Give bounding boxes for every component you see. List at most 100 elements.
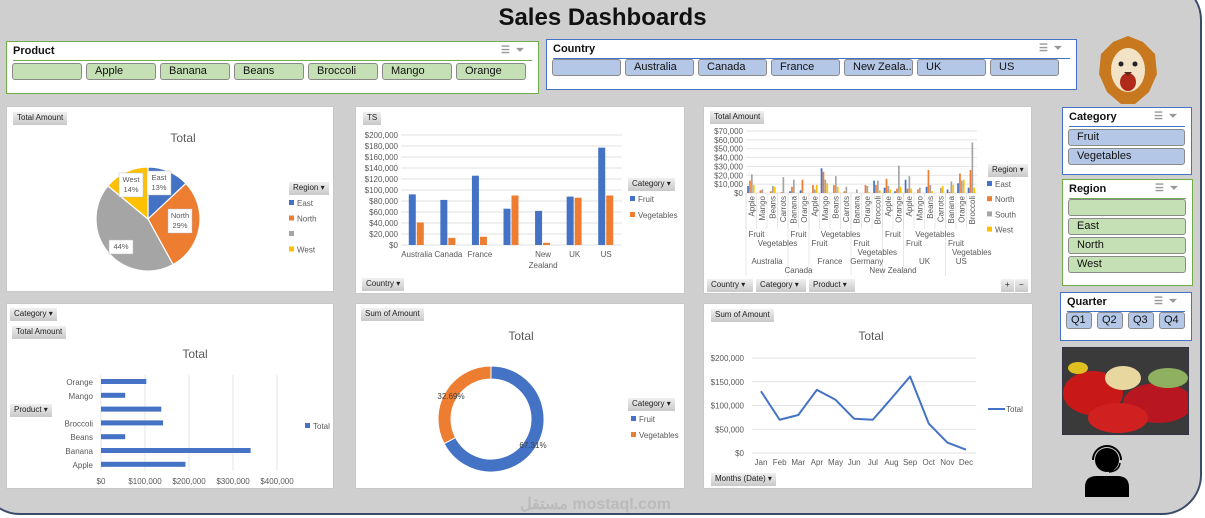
bar xyxy=(887,185,890,193)
category-tick-label: Vegetables xyxy=(857,248,897,257)
total-amount-field-button[interactable]: Total Amount xyxy=(13,112,68,125)
slicer-item-quarter[interactable]: Q4 xyxy=(1159,312,1185,329)
slicer-item-country[interactable]: Australia xyxy=(625,59,694,76)
category-filter-button[interactable]: Category ▾ xyxy=(628,398,675,411)
legend-swatch xyxy=(631,416,636,421)
multi-select-icon[interactable]: ☰ xyxy=(1154,111,1169,122)
lion-logo xyxy=(1099,36,1157,104)
slicer-item-country[interactable]: UK xyxy=(917,59,986,76)
bar xyxy=(868,192,871,193)
expand-field-button[interactable]: + xyxy=(1001,279,1014,292)
product-axis-button[interactable]: Product ▾ xyxy=(809,279,855,292)
slicer-item-product[interactable]: Banana xyxy=(160,63,230,80)
multi-select-icon[interactable]: ☰ xyxy=(1154,296,1169,307)
slicer-item-country[interactable]: New Zeala... xyxy=(844,59,913,76)
bar xyxy=(814,189,816,193)
legend-title: Region xyxy=(992,165,1018,174)
sum-of-amount-field-button[interactable]: Sum of Amount xyxy=(361,308,424,321)
slicer-item-category[interactable]: Vegetables xyxy=(1068,148,1185,165)
slicer-item-region[interactable]: West xyxy=(1068,256,1186,273)
country-axis-button[interactable]: Country ▾ xyxy=(707,279,753,292)
slicer-item-quarter[interactable]: Q3 xyxy=(1128,312,1154,329)
product-tick-label: Beans xyxy=(831,196,840,219)
product-tick-label: Orange xyxy=(800,195,809,222)
vegetables-photo xyxy=(1062,347,1189,435)
bar xyxy=(101,379,147,384)
slicer-item-product[interactable]: Beans xyxy=(234,63,304,80)
data-label: 29% xyxy=(172,221,187,230)
bar xyxy=(971,142,974,193)
clear-filter-icon[interactable]: ⏷ xyxy=(1170,183,1184,194)
y-tick-label: Banana xyxy=(65,447,93,456)
product-tick-label: Banana xyxy=(947,195,956,223)
category-tick-label: Fruit xyxy=(812,239,829,248)
bar xyxy=(752,185,755,193)
slicer-item-quarter[interactable]: Q2 xyxy=(1097,312,1123,329)
bar xyxy=(940,187,942,193)
ts-field-button[interactable]: TS xyxy=(363,112,382,125)
x-tick-label: US xyxy=(601,250,612,259)
x-tick-label: $400,000 xyxy=(260,477,294,486)
slicer-item-quarter[interactable]: Q1 xyxy=(1066,312,1092,329)
product-tick-label: Mango xyxy=(915,195,924,220)
slicer-item-product[interactable]: Apple xyxy=(86,63,156,80)
x-tick-label: Feb xyxy=(773,458,787,467)
total-amount-field-button[interactable]: Total Amount xyxy=(710,111,765,124)
clear-filter-icon[interactable]: ⏷ xyxy=(516,45,530,56)
product-slicer: Product ☰⏷ Apple Banana Beans Broccoli Mango O… xyxy=(6,41,539,94)
multi-select-icon[interactable]: ☰ xyxy=(1039,43,1054,54)
y-tick-label: $150,000 xyxy=(711,378,745,387)
bar xyxy=(908,176,911,193)
support-agent-icon[interactable] xyxy=(1083,443,1131,498)
bar xyxy=(751,174,753,193)
slicer-item-product[interactable]: Orange xyxy=(456,63,526,80)
category-slicer: Category ☰⏷ Fruit Vegetables xyxy=(1062,107,1192,175)
slicer-title: Product xyxy=(13,45,55,57)
product-axis-button[interactable]: Product ▾ xyxy=(10,404,52,417)
multi-select-icon[interactable]: ☰ xyxy=(1155,183,1170,194)
slicer-item-product[interactable]: Mango xyxy=(382,63,452,80)
bar xyxy=(770,191,772,193)
country-axis-button[interactable]: Country ▾ xyxy=(362,278,405,291)
bar xyxy=(772,185,774,193)
bar xyxy=(822,171,825,193)
months-axis-button[interactable]: Months (Date) ▾ xyxy=(711,473,776,486)
category-tick-label: Fruit xyxy=(749,230,766,239)
sum-of-amount-field-button[interactable]: Sum of Amount xyxy=(711,309,774,322)
region-filter-button[interactable]: Region ▾ xyxy=(988,164,1028,177)
bar xyxy=(101,434,126,440)
chart-title: Total xyxy=(508,329,533,343)
bar xyxy=(962,179,965,193)
slicer-title: Region xyxy=(1069,183,1107,195)
slicer-item-region[interactable]: East xyxy=(1068,218,1186,235)
bar xyxy=(885,178,888,193)
category-filter-button[interactable]: Category ▾ xyxy=(628,178,675,191)
bar xyxy=(101,448,251,453)
slicer-item-product[interactable]: Broccoli xyxy=(308,63,378,80)
category-filter-button[interactable]: Category ▾ xyxy=(10,308,57,321)
total-amount-field-button[interactable]: Total Amount xyxy=(12,326,67,339)
slicer-item-region[interactable] xyxy=(1068,199,1186,216)
collapse-field-button[interactable]: − xyxy=(1015,279,1028,292)
category-axis-button[interactable]: Category ▾ xyxy=(756,279,806,292)
slicer-item-country[interactable]: France xyxy=(771,59,840,76)
slicer-item-country[interactable] xyxy=(552,59,621,76)
multi-select-icon[interactable]: ☰ xyxy=(501,45,516,56)
product-hbar-chart: Total $0 $100,000 $200,000 $300,000 $400,000 O… xyxy=(6,303,334,489)
region-filter-button[interactable]: Region ▾ xyxy=(289,182,329,195)
bar xyxy=(801,179,804,193)
x-tick-label: Nov xyxy=(940,458,954,467)
slicer-item-country[interactable]: Canada xyxy=(698,59,767,76)
bar xyxy=(967,187,970,193)
category-tick-label: Fruit xyxy=(854,239,871,248)
slicer-item-country[interactable]: US xyxy=(990,59,1059,76)
slicer-item-product[interactable] xyxy=(12,63,82,80)
bar xyxy=(894,191,896,193)
clear-filter-icon[interactable]: ⏷ xyxy=(1054,43,1068,54)
slicer-item-category[interactable]: Fruit xyxy=(1068,129,1185,146)
clear-filter-icon[interactable]: ⏷ xyxy=(1169,111,1183,122)
slicer-item-region[interactable]: North xyxy=(1068,237,1186,254)
bar xyxy=(959,173,961,193)
x-tick-label: $100,000 xyxy=(128,477,162,486)
clear-filter-icon[interactable]: ⏷ xyxy=(1169,296,1183,307)
